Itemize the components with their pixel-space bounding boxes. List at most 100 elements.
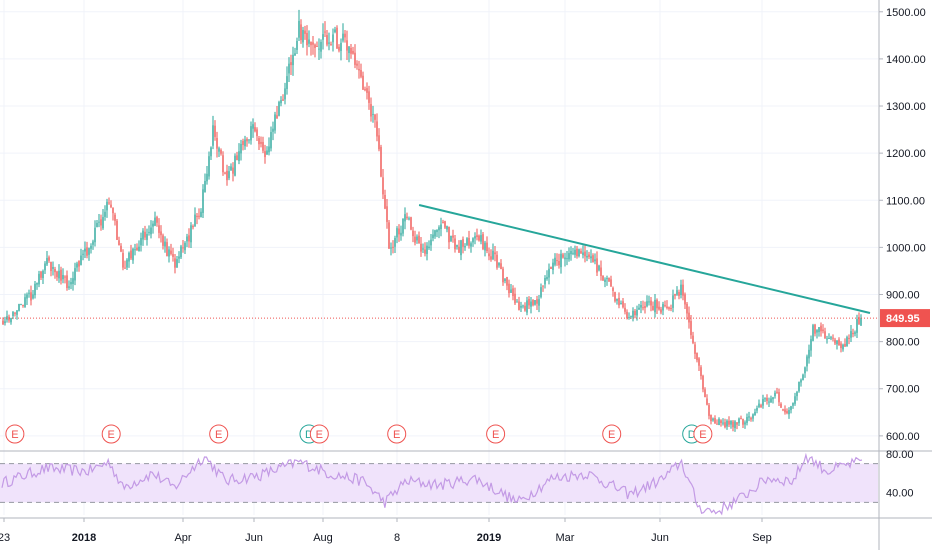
candle-body: [758, 403, 760, 408]
candle-body: [348, 46, 350, 54]
candle-body: [582, 252, 584, 256]
candle-body: [254, 127, 256, 132]
candle-body: [318, 48, 320, 50]
candle-body: [654, 299, 656, 313]
candle-body: [678, 291, 680, 296]
candle-body: [108, 202, 110, 204]
candle-body: [40, 271, 42, 278]
candle-body: [676, 290, 678, 295]
candle-body: [586, 255, 588, 258]
candle-body: [650, 300, 652, 306]
candle-body: [92, 241, 94, 245]
candle-body: [186, 236, 188, 242]
candle-body: [854, 332, 856, 334]
candle-body: [332, 34, 334, 43]
candle-body: [110, 204, 112, 208]
candle-body: [294, 53, 296, 56]
candle-body: [262, 141, 264, 151]
candle-body: [706, 398, 708, 405]
rsi-tick-label: 80.00: [886, 449, 914, 461]
time-tick-label: Mar: [556, 532, 575, 544]
candle-body: [200, 211, 202, 217]
candle-body: [202, 189, 204, 213]
candle-body: [516, 301, 518, 303]
candle-body: [456, 244, 458, 247]
candle-body: [328, 42, 330, 44]
candle-body: [440, 224, 442, 230]
candle-body: [266, 150, 268, 155]
candle-body: [128, 252, 130, 262]
candle-body: [386, 206, 388, 222]
candle-body: [14, 312, 16, 314]
candle-body: [722, 422, 724, 424]
candle-body: [488, 253, 490, 257]
candle-body: [556, 260, 558, 262]
price-tick-label: 700.00: [886, 384, 920, 396]
candle-body: [250, 126, 252, 141]
candle-body: [560, 253, 562, 268]
candle-body: [142, 230, 144, 240]
time-tick-label: 8: [394, 532, 400, 544]
candle-body: [754, 411, 756, 416]
candle-body: [464, 245, 466, 248]
candle-body: [506, 277, 508, 286]
candle-body: [744, 422, 746, 425]
candle-body: [620, 302, 622, 304]
candle-body: [210, 147, 212, 157]
candle-body: [410, 217, 412, 230]
candle-body: [244, 139, 246, 147]
candle-body: [114, 214, 116, 221]
candle-body: [158, 225, 160, 233]
rsi-band: [0, 463, 878, 503]
candle-body: [766, 397, 768, 401]
candle-body: [590, 256, 592, 259]
candle-body: [826, 338, 828, 340]
candle-body: [258, 138, 260, 145]
candle-body: [426, 245, 428, 254]
candle-body: [220, 149, 222, 154]
candle-body: [312, 42, 314, 45]
candle-body: [630, 315, 632, 317]
candle-body: [304, 30, 306, 34]
candle-body: [606, 278, 608, 280]
candle-body: [134, 249, 136, 251]
candle-body: [588, 254, 590, 258]
earnings-marker: [486, 424, 506, 444]
last-price-label-bg: [880, 309, 930, 328]
candle-body: [140, 238, 142, 246]
candle-body: [648, 301, 650, 303]
candle-body: [446, 226, 448, 230]
candle-body: [524, 305, 526, 311]
candle-body: [710, 414, 712, 422]
candle-body: [172, 254, 174, 257]
candle-body: [642, 307, 644, 309]
candle-body: [828, 337, 830, 339]
candle-body: [10, 317, 12, 323]
candle-body: [780, 403, 782, 408]
candle-body: [150, 227, 152, 235]
candle-body: [720, 420, 722, 423]
event-marker-label: E: [215, 429, 222, 441]
candle-body: [530, 301, 532, 307]
candle-body: [102, 217, 104, 229]
candle-body: [296, 40, 298, 50]
time-tick-label: Apr: [174, 532, 191, 544]
candle-body: [82, 253, 84, 255]
candle-body: [320, 41, 322, 52]
candle-body: [230, 166, 232, 171]
candle-body: [248, 139, 250, 141]
candle-body: [84, 248, 86, 252]
rsi-panel: [0, 452, 878, 516]
candle-body: [742, 419, 744, 425]
candle-body: [198, 215, 200, 217]
candle-body: [322, 34, 324, 40]
candle-body: [692, 335, 694, 343]
candle-body: [356, 63, 358, 66]
candle-body: [772, 397, 774, 400]
candle-body: [340, 42, 342, 51]
event-marker-label: E: [699, 429, 706, 441]
candle-body: [72, 278, 74, 284]
candle-body: [470, 243, 472, 247]
candle-body: [42, 270, 44, 279]
